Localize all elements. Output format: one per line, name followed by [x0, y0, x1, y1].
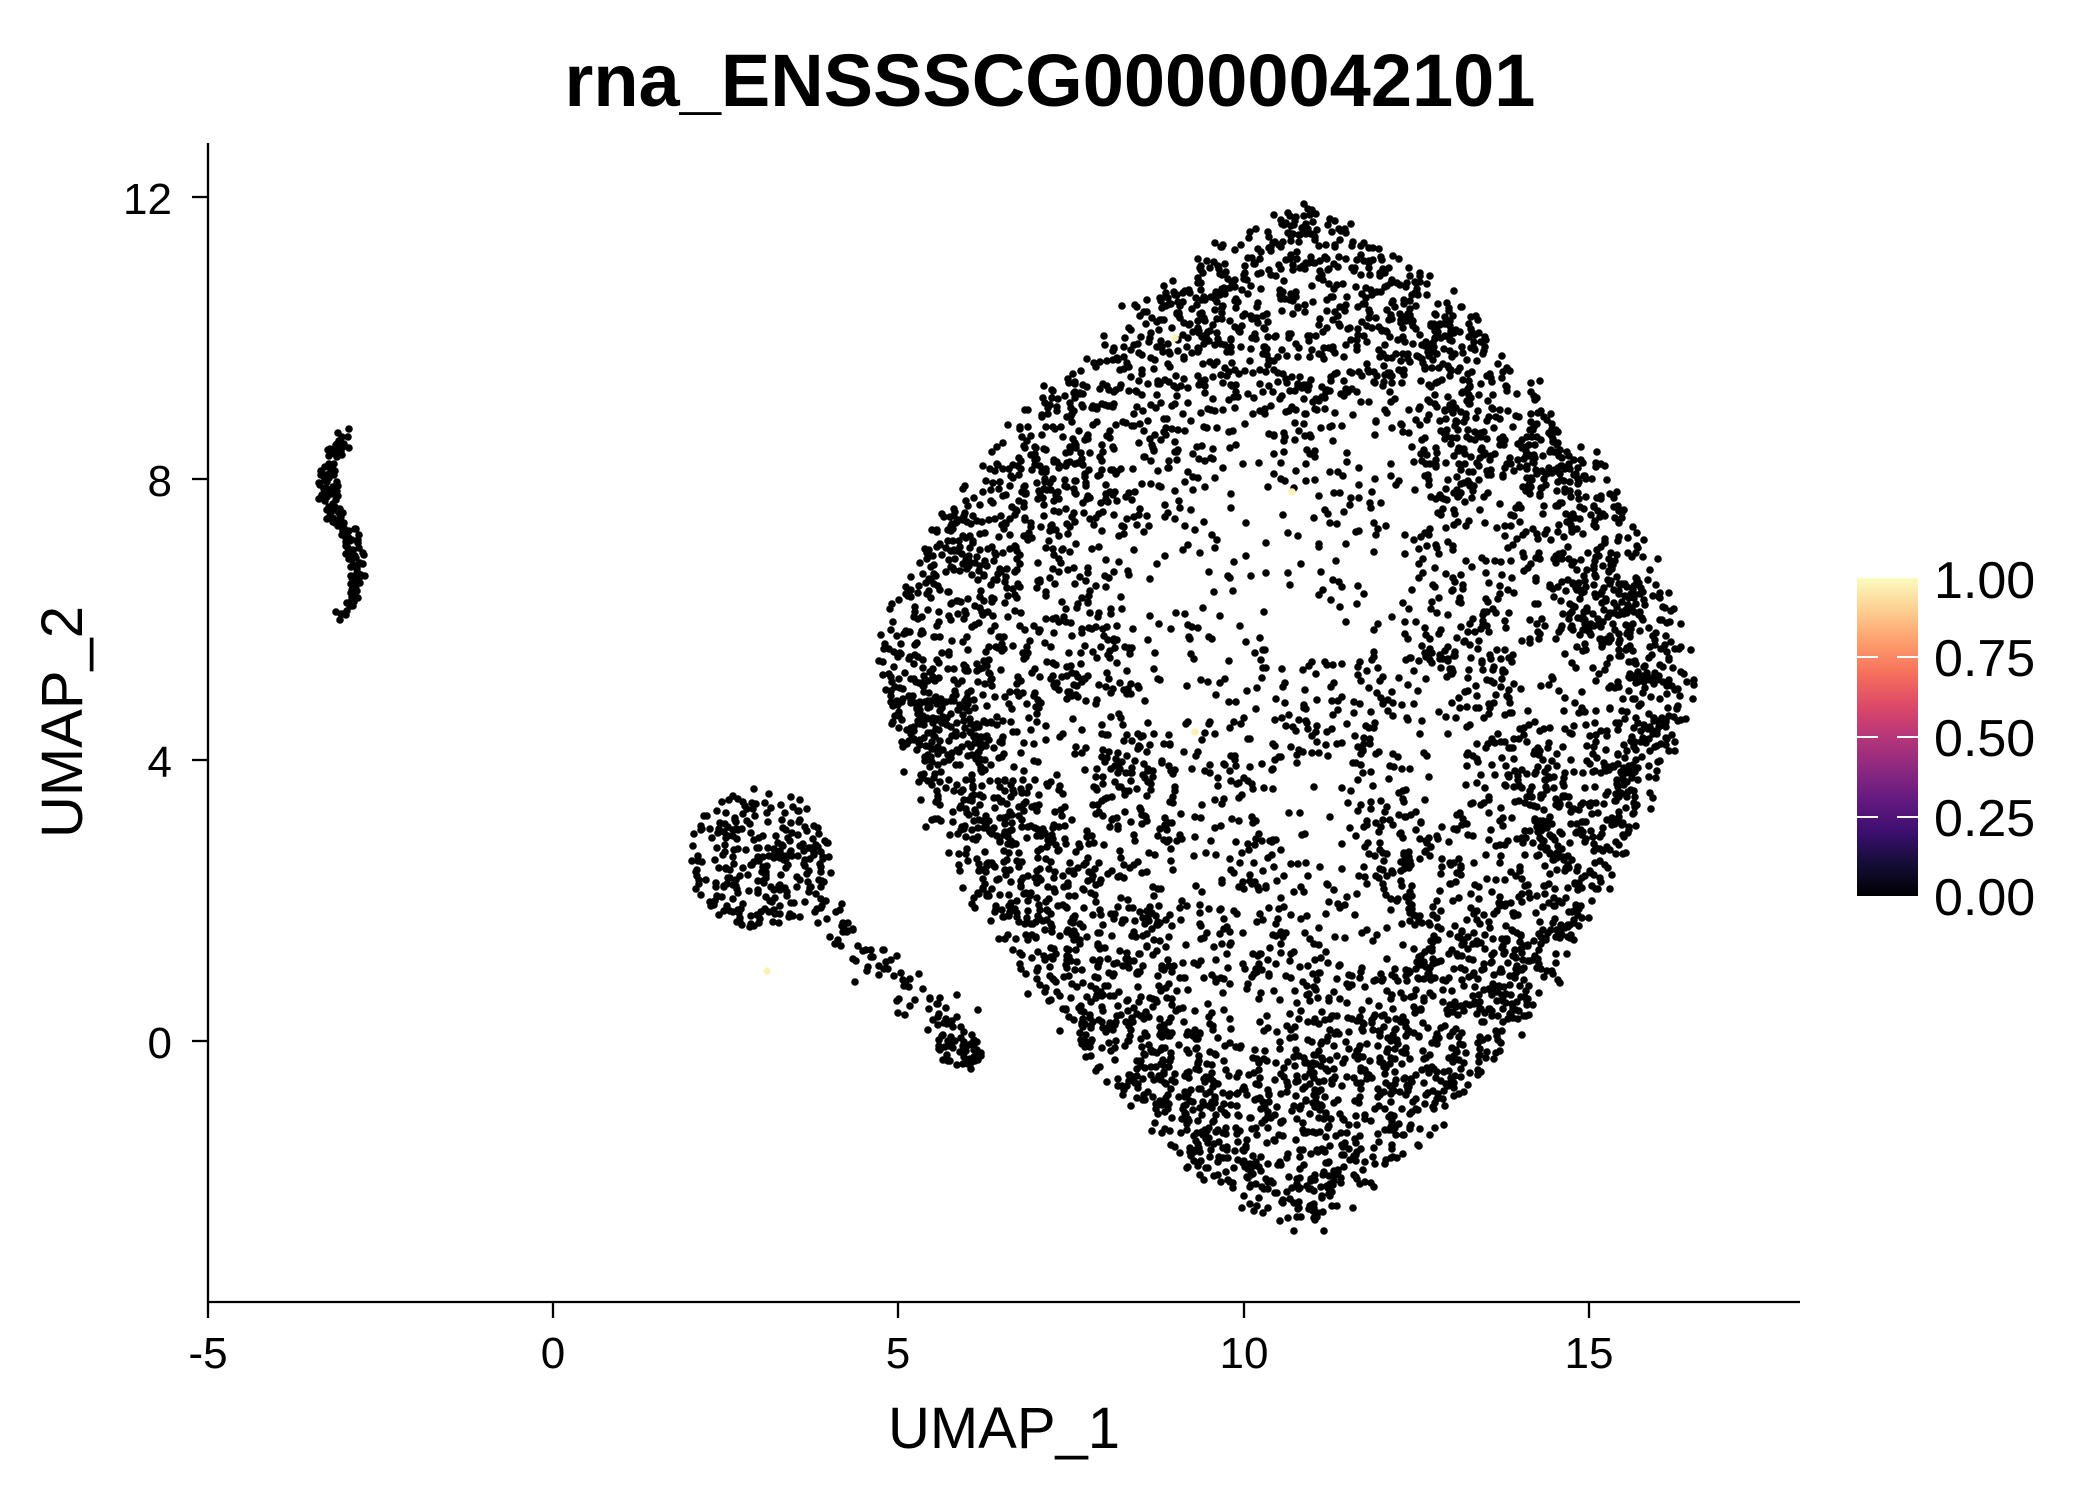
svg-text:0.25: 0.25 — [1934, 790, 2035, 848]
svg-text:8: 8 — [148, 457, 172, 506]
svg-text:UMAP_1: UMAP_1 — [888, 1396, 1120, 1461]
svg-text:5: 5 — [886, 1329, 910, 1378]
svg-text:0.00: 0.00 — [1934, 869, 2035, 927]
svg-text:0.75: 0.75 — [1934, 630, 2035, 688]
svg-text:15: 15 — [1565, 1329, 1614, 1378]
svg-text:-5: -5 — [188, 1329, 227, 1378]
svg-text:0.50: 0.50 — [1934, 710, 2035, 768]
svg-text:1.00: 1.00 — [1934, 552, 2035, 610]
svg-text:12: 12 — [123, 175, 172, 224]
svg-text:10: 10 — [1220, 1329, 1269, 1378]
svg-text:0: 0 — [541, 1329, 565, 1378]
svg-text:4: 4 — [148, 738, 172, 787]
svg-text:UMAP_2: UMAP_2 — [30, 606, 95, 838]
svg-text:0: 0 — [148, 1019, 172, 1068]
